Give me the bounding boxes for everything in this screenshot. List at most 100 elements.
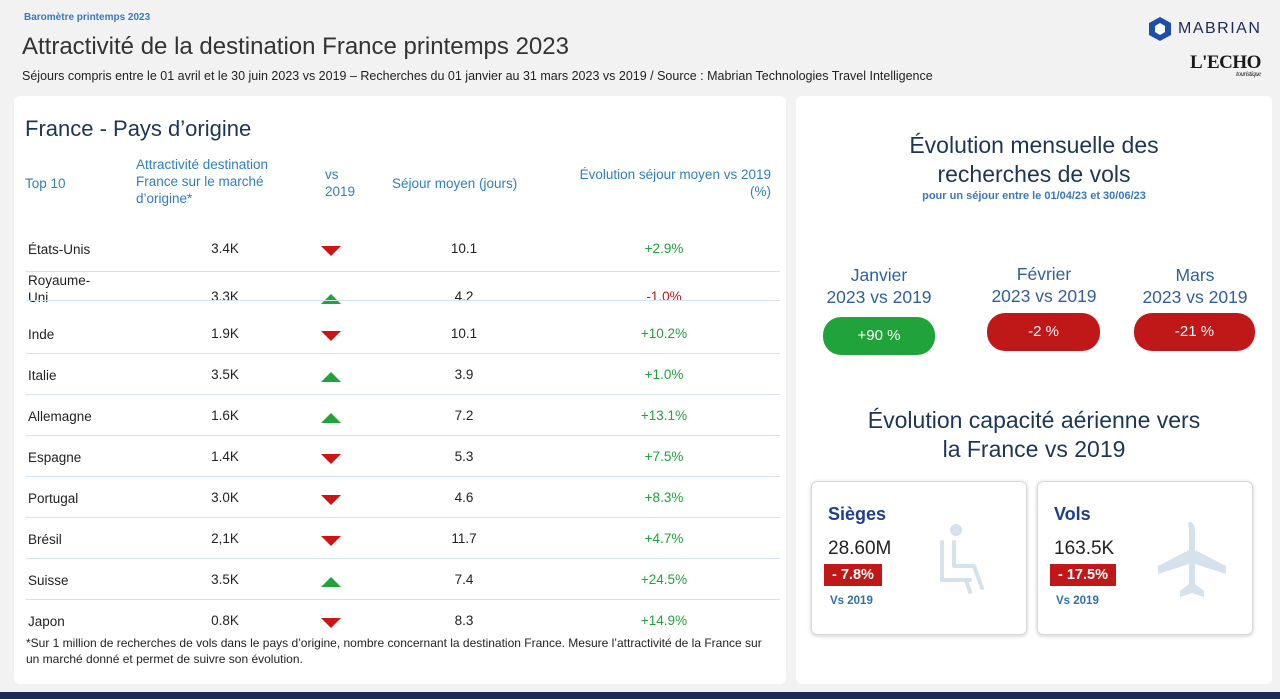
- seat-icon: [940, 524, 984, 594]
- attractivite-value: 3.5K: [211, 572, 239, 587]
- evolution-value: +24.5%: [640, 572, 688, 587]
- capacity-title: Évolution capacité aérienne vers la Fran…: [796, 406, 1272, 464]
- evolution-value: +10.2%: [640, 326, 688, 341]
- row-divider: [26, 394, 780, 395]
- month-label-fevrier: Février 2023 vs 2019: [974, 263, 1114, 307]
- country-name: Japon: [28, 614, 65, 629]
- sejour-value: 4.2: [454, 289, 474, 304]
- row-divider: [26, 435, 780, 436]
- country-name: Portugal: [28, 491, 79, 506]
- mabrian-logo: MABRIAN: [1148, 16, 1261, 42]
- search-title-line2: recherches de vols: [937, 161, 1131, 187]
- table-row: Brésil 2,1K 11.7 +4.7%: [14, 518, 786, 559]
- attractivite-value: 3.0K: [211, 490, 239, 505]
- flights-label: Vols: [1054, 504, 1091, 524]
- panel-title: France - Pays d’origine: [25, 116, 252, 141]
- evolution-panel: Évolution mensuelle des recherches de vo…: [796, 96, 1272, 684]
- seats-change-badge: - 7.8%: [824, 564, 882, 586]
- evolution-value: -1.0%: [646, 289, 682, 304]
- table-row: Suisse 3.5K 7.4 +24.5%: [14, 559, 786, 600]
- header-top10: Top 10: [25, 176, 66, 191]
- flights-card: Vols 163.5K - 17.5% Vs 2019: [1037, 481, 1253, 635]
- evolution-value: +13.1%: [640, 408, 688, 423]
- country-name: Espagne: [28, 450, 82, 465]
- country-name: Royaume-Uni: [28, 273, 91, 305]
- header-vs2019: vs 2019: [325, 166, 355, 200]
- attractivite-value: 2,1K: [211, 531, 239, 546]
- month-label-mars: Mars 2023 vs 2019: [1125, 264, 1265, 308]
- trend-up-icon: [321, 411, 343, 426]
- airplane-icon: [1158, 522, 1226, 597]
- seats-label: Sièges: [828, 504, 887, 524]
- flights-vs-label: Vs 2019: [1056, 595, 1099, 607]
- table-row: États-Unis 3.4K 10.1 +2.9%: [14, 231, 786, 272]
- sejour-value: 11.7: [451, 531, 477, 546]
- country-name: Inde: [28, 327, 55, 342]
- row-divider: [26, 558, 780, 559]
- evolution-value: +4.7%: [644, 531, 684, 546]
- month-value-fevrier: -2 %: [987, 313, 1100, 351]
- sejour-value: 7.4: [454, 572, 474, 587]
- sejour-value: 3.9: [454, 367, 474, 382]
- sejour-value: 8.3: [454, 613, 474, 628]
- header-evolution-line1: Évolution séjour moyen vs 2019: [579, 167, 771, 182]
- origin-countries-panel: France - Pays d’origine Top 10 Attractiv…: [14, 96, 786, 684]
- month-value-janvier: +90 %: [823, 317, 935, 355]
- month-name: Mars: [1175, 265, 1215, 285]
- echo-logo: L'ECHO touristique: [1190, 52, 1261, 78]
- seats-card: Sièges 28.60M - 7.8% Vs 2019: [811, 481, 1027, 635]
- attractivite-value: 1.4K: [211, 449, 239, 464]
- capacity-title-line1: Évolution capacité aérienne vers: [867, 407, 1201, 433]
- country-name: États-Unis: [28, 242, 91, 257]
- footnote: *Sur 1 million de recherches de vols dan…: [26, 636, 762, 666]
- table-row: Inde 1.9K 10.1 +10.2%: [14, 313, 786, 354]
- trend-down-icon: [321, 452, 343, 467]
- evolution-value: +2.9%: [644, 241, 684, 256]
- attractivite-value: 3.3K: [211, 289, 239, 304]
- trend-down-icon: [321, 244, 343, 259]
- header-sejour: Séjour moyen (jours): [392, 176, 518, 191]
- header-attractivite-line1: Attractivité destination: [136, 157, 269, 172]
- country-name: Italie: [28, 368, 57, 383]
- table-row: Italie 3.5K 3.9 +1.0%: [14, 354, 786, 395]
- row-divider: [26, 271, 780, 272]
- month-compare: 2023 vs 2019: [991, 286, 1097, 306]
- flights-change-badge: - 17.5%: [1050, 564, 1116, 586]
- evolution-value: +8.3%: [644, 490, 684, 505]
- month-compare: 2023 vs 2019: [1142, 287, 1248, 307]
- month-name: Janvier: [850, 265, 908, 285]
- search-evolution-title: Évolution mensuelle des recherches de vo…: [796, 131, 1272, 189]
- attractivite-value: 1.6K: [211, 408, 239, 423]
- trend-up-icon: [321, 292, 343, 307]
- trend-down-icon: [321, 534, 343, 549]
- trend-down-icon: [321, 329, 343, 344]
- evolution-value: +1.0%: [644, 367, 684, 382]
- attractivite-value: 3.5K: [211, 367, 239, 382]
- search-evolution-subtitle: pour un séjour entre le 01/04/23 et 30/0…: [922, 190, 1146, 202]
- table-row: Royaume-Uni 3.3K 4.2 -1.0%: [14, 260, 786, 305]
- sejour-value: 4.6: [454, 490, 474, 505]
- mabrian-logo-text: MABRIAN: [1178, 20, 1262, 37]
- country-name: Allemagne: [28, 409, 92, 424]
- table-row: Espagne 1.4K 5.3 +7.5%: [14, 436, 786, 477]
- attractivite-value: 3.4K: [211, 241, 239, 256]
- trend-up-icon: [321, 575, 343, 590]
- row-divider: [26, 353, 780, 354]
- capacity-title-line2: la France vs 2019: [942, 436, 1126, 462]
- seats-vs-label: Vs 2019: [830, 595, 873, 607]
- header-vs-line2: 2019: [325, 184, 356, 199]
- flights-value: 163.5K: [1054, 538, 1115, 559]
- attractivite-value: 1.9K: [211, 326, 239, 341]
- search-title-line1: Évolution mensuelle des: [909, 132, 1159, 158]
- header-evolution-line2: (%): [750, 184, 771, 199]
- attractivite-value: 0.8K: [211, 613, 239, 628]
- row-divider: [26, 300, 780, 301]
- echo-logo-text: L'ECHO: [1190, 52, 1261, 73]
- header-attractivite-line2: France sur le marché: [136, 174, 264, 189]
- sejour-value: 7.2: [454, 408, 474, 423]
- month-value-mars: -21 %: [1134, 313, 1255, 351]
- header-evolution: Évolution séjour moyen vs 2019 (%): [554, 166, 771, 200]
- row-divider: [26, 517, 780, 518]
- page-subtitle: Séjours compris entre le 01 avril et le …: [22, 69, 933, 83]
- country-name: Suisse: [28, 573, 69, 588]
